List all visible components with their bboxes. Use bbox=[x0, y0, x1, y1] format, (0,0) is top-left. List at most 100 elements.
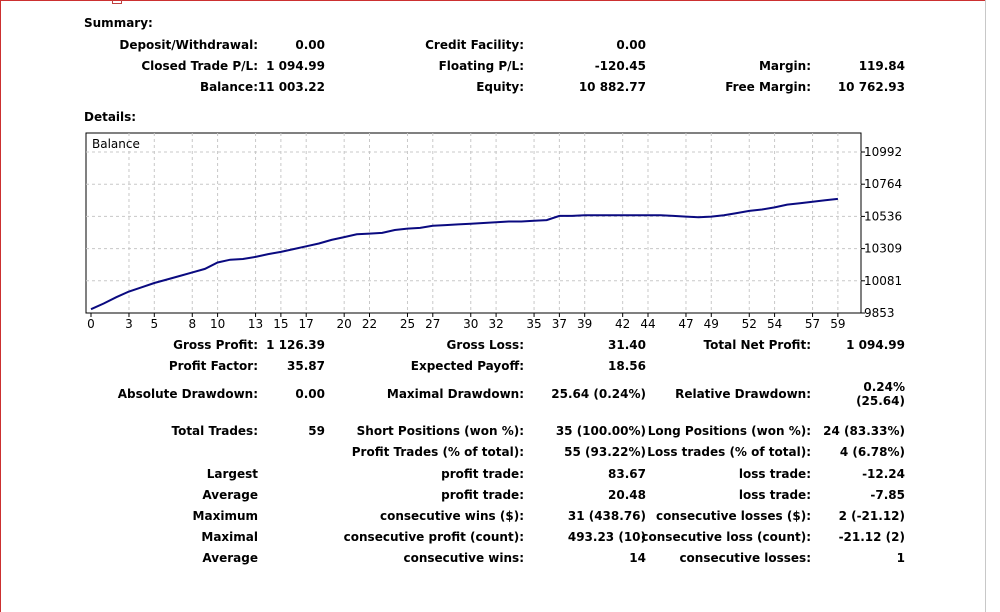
average-consecutive-losses-label: consecutive losses: bbox=[679, 551, 811, 565]
credit-value: 0.00 bbox=[616, 38, 646, 52]
chart-x-tick-label: 25 bbox=[400, 317, 415, 331]
corner-marker bbox=[112, 0, 122, 4]
chart-x-tick-label: 30 bbox=[463, 317, 478, 331]
chart-x-tick-label: 59 bbox=[830, 317, 845, 331]
average-consecutive-wins-value: 14 bbox=[629, 551, 646, 565]
max-consecutive-wins-value: 31 (438.76) bbox=[567, 509, 646, 523]
equity-value: 10 882.77 bbox=[578, 80, 646, 94]
chart-y-tick-label: 9853 bbox=[864, 306, 895, 320]
max-consecutive-wins-label: consecutive wins ($): bbox=[379, 509, 524, 523]
maximal-drawdown-label: Maximal Drawdown: bbox=[386, 387, 524, 401]
chart-x-tick-label: 54 bbox=[767, 317, 782, 331]
absolute-drawdown-value: 0.00 bbox=[295, 387, 325, 401]
gross-profit-value: 1 126.39 bbox=[266, 338, 325, 352]
loss-trades-label: Loss trades (% of total): bbox=[647, 445, 811, 459]
free-margin-label: Free Margin: bbox=[725, 80, 811, 94]
expected-payoff-value: 18.56 bbox=[608, 359, 646, 373]
largest-loss-value: -12.24 bbox=[862, 467, 905, 481]
expected-payoff-label: Expected Payoff: bbox=[410, 359, 524, 373]
max-consecutive-losses-label: consecutive losses ($): bbox=[655, 509, 811, 523]
maximal-consecutive-profit-value: 493.23 (10) bbox=[567, 530, 646, 544]
maximal-label: Maximal bbox=[201, 530, 258, 544]
floating-pl-value: -120.45 bbox=[594, 59, 646, 73]
relative-drawdown-percent: 0.24% bbox=[863, 380, 905, 394]
credit-label: Credit Facility: bbox=[425, 38, 524, 52]
chart-x-tick-label: 39 bbox=[577, 317, 592, 331]
window-border-top bbox=[0, 0, 1000, 1]
chart-x-tick-label: 35 bbox=[526, 317, 541, 331]
balance-series-line bbox=[90, 197, 839, 311]
deposit-value: 0.00 bbox=[295, 38, 325, 52]
chart-x-tick-label: 27 bbox=[425, 317, 440, 331]
chart-x-tick-label: 3 bbox=[125, 317, 133, 331]
deposit-label: Deposit/Withdrawal: bbox=[119, 38, 258, 52]
profit-trades-value: 55 (93.22%) bbox=[564, 445, 646, 459]
gross-profit-label: Gross Profit: bbox=[173, 338, 258, 352]
max-consecutive-losses-value: 2 (-21.12) bbox=[838, 509, 905, 523]
largest-profit-value: 83.67 bbox=[608, 467, 646, 481]
total-net-profit-value: 1 094.99 bbox=[846, 338, 905, 352]
maximal-drawdown-value: 25.64 (0.24%) bbox=[551, 387, 646, 401]
chart-y-tick-label: 10081 bbox=[864, 274, 902, 288]
maximum-label: Maximum bbox=[192, 509, 258, 523]
profit-trades-label: Profit Trades (% of total): bbox=[351, 445, 524, 459]
largest-profit-label: profit trade: bbox=[441, 467, 524, 481]
long-positions-value: 24 (83.33%) bbox=[823, 424, 905, 438]
chart-x-tick-label: 10 bbox=[210, 317, 225, 331]
total-trades-value: 59 bbox=[308, 424, 325, 438]
chart-x-tick-label: 5 bbox=[150, 317, 158, 331]
chart-title: Balance bbox=[92, 137, 140, 151]
chart-x-tick-label: 13 bbox=[248, 317, 263, 331]
total-net-profit-label: Total Net Profit: bbox=[703, 338, 811, 352]
balance-label: Balance: bbox=[199, 80, 258, 94]
closed-pl-value: 1 094.99 bbox=[266, 59, 325, 73]
chart-y-tick-label: 10536 bbox=[864, 209, 902, 223]
chart-y-tick-label: 10764 bbox=[864, 177, 902, 191]
short-positions-value: 35 (100.00%) bbox=[555, 424, 646, 438]
chart-x-tick-label: 44 bbox=[640, 317, 655, 331]
chart-y-tick-label: 10992 bbox=[864, 145, 902, 159]
maximal-consecutive-profit-label: consecutive profit (count): bbox=[343, 530, 524, 544]
average-consecutive-wins-label: consecutive wins: bbox=[403, 551, 524, 565]
relative-drawdown-label: Relative Drawdown: bbox=[675, 387, 811, 401]
chart-x-tick-label: 57 bbox=[805, 317, 820, 331]
chart-x-tick-label: 37 bbox=[552, 317, 567, 331]
chart-x-tick-label: 47 bbox=[678, 317, 693, 331]
chart-x-tick-label: 52 bbox=[742, 317, 757, 331]
average-consecutive-losses-value: 1 bbox=[896, 551, 905, 565]
average-loss-value: -7.85 bbox=[870, 488, 905, 502]
loss-trades-value: 4 (6.78%) bbox=[839, 445, 905, 459]
total-trades-label: Total Trades: bbox=[171, 424, 258, 438]
relative-drawdown-amount: (25.64) bbox=[856, 394, 905, 408]
chart-x-tick-label: 8 bbox=[188, 317, 196, 331]
average-consecutive-label: Average bbox=[202, 551, 258, 565]
average-loss-label: loss trade: bbox=[738, 488, 811, 502]
chart-x-tick-label: 20 bbox=[337, 317, 352, 331]
average-label: Average bbox=[202, 488, 258, 502]
margin-label: Margin: bbox=[758, 59, 811, 73]
largest-label: Largest bbox=[206, 467, 258, 481]
chart-x-tick-label: 17 bbox=[299, 317, 314, 331]
chart-y-tick-label: 10309 bbox=[864, 242, 902, 256]
maximal-consecutive-loss-label: consecutive loss (count): bbox=[641, 530, 811, 544]
margin-value: 119.84 bbox=[858, 59, 905, 73]
maximal-consecutive-loss-value: -21.12 (2) bbox=[838, 530, 905, 544]
average-profit-label: profit trade: bbox=[441, 488, 524, 502]
chart-x-tick-label: 42 bbox=[615, 317, 630, 331]
chart-x-tick-label: 32 bbox=[488, 317, 503, 331]
profit-factor-value: 35.87 bbox=[287, 359, 325, 373]
long-positions-label: Long Positions (won %): bbox=[647, 424, 811, 438]
details-heading: Details: bbox=[84, 110, 137, 124]
equity-label: Equity: bbox=[476, 80, 524, 94]
absolute-drawdown-label: Absolute Drawdown: bbox=[117, 387, 258, 401]
free-margin-value: 10 762.93 bbox=[837, 80, 905, 94]
average-profit-value: 20.48 bbox=[608, 488, 646, 502]
right-panel-edge bbox=[985, 0, 1000, 612]
closed-pl-label: Closed Trade P/L: bbox=[141, 59, 258, 73]
chart-x-tick-label: 22 bbox=[362, 317, 377, 331]
summary-heading: Summary: bbox=[84, 16, 153, 30]
window-border-left bbox=[0, 0, 1, 612]
balance-value: 11 003.22 bbox=[257, 80, 325, 94]
floating-pl-label: Floating P/L: bbox=[438, 59, 524, 73]
